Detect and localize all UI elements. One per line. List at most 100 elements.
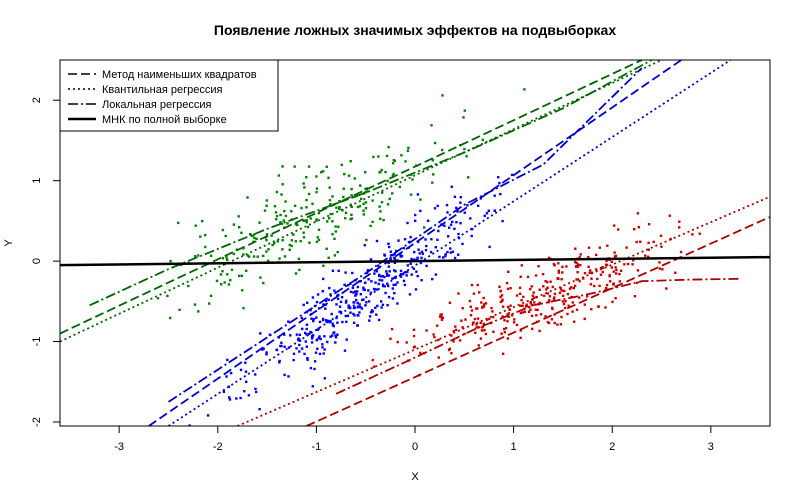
point-upper [369,224,372,228]
point-middle [306,357,309,360]
point-upper [288,248,291,251]
point-middle [305,345,308,348]
point-middle [319,337,322,341]
point-upper [284,214,288,218]
point-middle [298,333,301,336]
point-middle [312,334,315,337]
x-tick-label: -3 [114,441,124,453]
point-upper [326,220,329,223]
point-upper [255,237,258,240]
point-middle [449,247,452,250]
point-upper [462,116,465,119]
point-middle [381,283,385,286]
point-middle [409,235,412,239]
point-middle [399,269,403,273]
point-upper [329,203,332,206]
point-middle [303,352,306,356]
point-lower [474,331,477,334]
point-upper [290,239,294,242]
point-upper [334,225,337,228]
point-upper [380,201,384,204]
point-lower [544,280,547,283]
point-lower [537,265,540,268]
point-upper [366,190,369,193]
point-lower [578,296,581,299]
point-upper [220,283,223,286]
point-lower [454,328,458,332]
point-upper [265,238,268,242]
point-middle [455,221,458,224]
point-lower [595,268,598,271]
point-middle [351,286,355,289]
point-middle [370,280,373,283]
point-upper [362,213,365,216]
point-upper [463,147,466,151]
x-axis: -3 -2 -1 0 1 2 3 [114,426,714,453]
point-lower [551,285,554,289]
point-upper [337,225,340,229]
point-upper [226,273,229,276]
point-lower [501,315,504,318]
point-middle [338,305,342,308]
point-lower [561,300,565,303]
point-lower [613,251,616,254]
point-upper [320,171,323,174]
point-lower [625,246,628,249]
point-lower [475,323,478,326]
point-lower [501,305,505,308]
point-upper [356,205,360,209]
point-lower [482,296,485,300]
point-middle [287,346,291,349]
point-lower [530,285,533,288]
point-lower [500,294,504,297]
point-middle [321,343,324,346]
point-lower [636,281,639,285]
point-middle [354,294,357,297]
point-lower [546,286,549,289]
point-middle [413,258,416,261]
point-lower [532,296,536,299]
point-upper [364,201,368,204]
point-upper [275,214,279,218]
point-upper [265,233,269,236]
point-middle [363,244,366,247]
point-lower [698,232,701,235]
point-upper [380,168,383,172]
point-upper [386,203,390,206]
point-middle [403,238,407,241]
point-lower [436,324,439,327]
point-upper [193,303,197,306]
point-middle [356,306,360,309]
point-middle [298,343,301,347]
point-lower [563,306,567,310]
point-middle [420,250,424,253]
point-middle [493,194,496,197]
point-middle [344,314,347,318]
point-lower [492,330,495,333]
point-middle [323,335,326,338]
point-lower [567,304,570,307]
point-middle [376,304,379,308]
point-lower [553,296,556,299]
point-middle [389,250,392,253]
point-lower [550,318,554,321]
point-lower [512,321,516,324]
point-lower [595,253,598,257]
point-lower [480,329,484,332]
point-middle [443,224,446,227]
point-lower [472,321,475,324]
point-lower [665,287,668,290]
point-lower [562,302,566,306]
point-upper [391,192,394,195]
point-middle [392,253,395,257]
point-upper [273,205,277,208]
point-lower [568,287,572,290]
point-middle [365,301,368,304]
point-lower [601,270,604,274]
point-lower [597,305,600,308]
point-middle [331,322,335,325]
point-upper [333,237,336,240]
point-middle [348,305,351,308]
point-upper [292,233,295,236]
point-lower [473,317,477,321]
